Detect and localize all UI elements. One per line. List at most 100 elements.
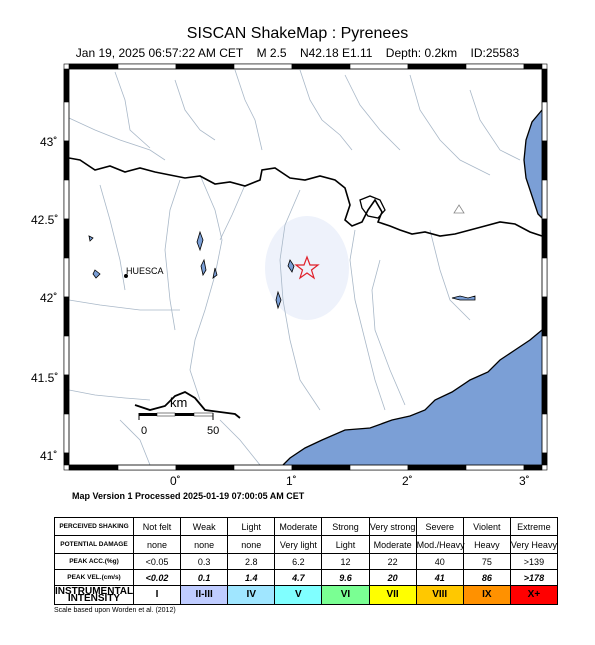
legend-row-vel: PEAK VEL.(cm/s) <0.02 0.1 1.4 4.7 9.6 20… — [55, 570, 558, 586]
legend-cell: >139 — [510, 554, 557, 570]
scale-tick-50: 50 — [207, 425, 219, 437]
legend-cell: 4.7 — [275, 570, 322, 586]
legend-row-shaking: PERCEIVED SHAKING Not felt Weak Light Mo… — [55, 518, 558, 536]
scale-tick-0: 0 — [141, 425, 147, 437]
legend-cell: 75 — [463, 554, 510, 570]
frame-segment — [524, 64, 542, 69]
legend-cell: Moderate — [369, 536, 416, 554]
frame-segment — [542, 258, 547, 297]
city-label: HUESCA — [126, 266, 164, 276]
frame-segment — [64, 102, 69, 141]
frame-segment — [542, 375, 547, 414]
legend-cell: 6.2 — [275, 554, 322, 570]
frame-segment — [408, 465, 466, 470]
legend-cell: 41 — [416, 570, 463, 586]
legend-cell: 2.8 — [228, 554, 275, 570]
legend-cell: Very strong — [369, 518, 416, 536]
frame-segment — [176, 465, 234, 470]
legend-cell: Very light — [275, 536, 322, 554]
frame-segment — [176, 64, 234, 69]
frame-segment — [64, 69, 69, 102]
legend-cell: Moderate — [275, 518, 322, 536]
legend-row-label: POTENTIAL DAMAGE — [55, 536, 134, 554]
frame-segment — [292, 465, 350, 470]
frame-segment — [542, 297, 547, 336]
frame-segment — [542, 336, 547, 375]
scale-credit: Scale based upon Worden et al. (2012) — [54, 607, 176, 614]
frame-segment — [542, 102, 547, 141]
legend-cell: Mod./Heavy — [416, 536, 463, 554]
frame-segment — [69, 465, 118, 470]
legend-cell: Weak — [181, 518, 228, 536]
frame-segment — [118, 64, 176, 69]
legend-cell: 20 — [369, 570, 416, 586]
legend-cell: none — [181, 536, 228, 554]
frame-segment — [542, 180, 547, 219]
frame-segment — [64, 336, 69, 375]
frame-segment — [64, 375, 69, 414]
frame-segment — [350, 64, 408, 69]
legend-row-acc: PEAK ACC.(%g) <0.05 0.3 2.8 6.2 12 22 40… — [55, 554, 558, 570]
intensity-cell: IX — [463, 586, 510, 605]
lat-label-42-5: 42.5˚ — [31, 213, 58, 227]
frame-segment — [542, 219, 547, 258]
lat-label-41-5: 41.5˚ — [31, 371, 58, 385]
legend-cell: none — [228, 536, 275, 554]
legend-row-label: PEAK ACC.(%g) — [55, 554, 134, 570]
lon-label-3: 3˚ — [519, 474, 530, 488]
frame-segment — [69, 64, 118, 69]
frame-segment — [292, 64, 350, 69]
frame-segment — [234, 64, 292, 69]
frame-segment — [234, 465, 292, 470]
lon-label-2: 2˚ — [402, 474, 413, 488]
frame-segment — [542, 141, 547, 180]
legend-cell: 22 — [369, 554, 416, 570]
frame-segment — [64, 258, 69, 297]
lat-label-43: 43˚ — [40, 135, 57, 149]
lon-label-0: 0˚ — [170, 474, 181, 488]
lat-label-41: 41˚ — [40, 449, 57, 463]
legend-cell: 0.3 — [181, 554, 228, 570]
legend-cell: >178 — [510, 570, 557, 586]
legend-row-label: INSTRUMENTAL INTENSITY — [55, 586, 134, 605]
intensity-cell: VIII — [416, 586, 463, 605]
intensity-cell: II-III — [181, 586, 228, 605]
legend-cell: Strong — [322, 518, 369, 536]
intensity-legend: PERCEIVED SHAKING Not felt Weak Light Mo… — [54, 517, 558, 605]
legend-cell: 1.4 — [228, 570, 275, 586]
map-version: Map Version 1 Processed 2025-01-19 07:00… — [72, 491, 304, 501]
intensity-cell: VI — [322, 586, 369, 605]
legend-cell: 40 — [416, 554, 463, 570]
legend-row-label: PERCEIVED SHAKING — [55, 518, 134, 536]
frame-segment — [64, 180, 69, 219]
intensity-cell: IV — [228, 586, 275, 605]
lat-label-42: 42˚ — [40, 291, 57, 305]
legend-cell: none — [134, 536, 181, 554]
legend-cell: Light — [228, 518, 275, 536]
intensity-cell: VII — [369, 586, 416, 605]
intensity-cell: X+ — [510, 586, 557, 605]
legend-cell: Heavy — [463, 536, 510, 554]
frame-segment — [64, 219, 69, 258]
frame-segment — [524, 465, 542, 470]
legend-row-intensity: INSTRUMENTAL INTENSITY I II-III IV V VI … — [55, 586, 558, 605]
legend-cell: <0.05 — [134, 554, 181, 570]
lon-label-1: 1˚ — [286, 474, 297, 488]
frame-segment — [542, 414, 547, 453]
legend-cell: Light — [322, 536, 369, 554]
frame-segment — [64, 453, 69, 465]
scale-unit: km — [170, 395, 187, 410]
legend-cell: Violent — [463, 518, 510, 536]
frame-segment — [64, 297, 69, 336]
frame-segment — [542, 453, 547, 465]
frame-segment — [466, 465, 524, 470]
legend-cell: Not felt — [134, 518, 181, 536]
legend-cell: 86 — [463, 570, 510, 586]
frame-segment — [64, 414, 69, 453]
frame-segment — [350, 465, 408, 470]
legend-cell: Extreme — [510, 518, 557, 536]
intensity-cell: I — [134, 586, 181, 605]
legend-cell: Very Heavy — [510, 536, 557, 554]
frame-segment — [118, 465, 176, 470]
legend-cell: Severe — [416, 518, 463, 536]
